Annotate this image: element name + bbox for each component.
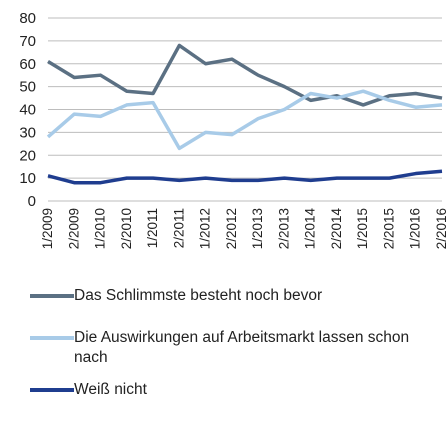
x-tick-label: 1/2016: [408, 208, 423, 249]
x-tick-label: 2/2016: [434, 208, 447, 249]
legend-item: Die Auswirkungen auf Arbeitsmarkt lassen…: [30, 328, 445, 368]
legend: Das Schlimmste besteht noch bevor Die Aus…: [30, 286, 445, 412]
y-tick-label: 0: [28, 193, 36, 210]
legend-item: Weiß nicht: [30, 380, 445, 400]
legend-swatch: [30, 336, 74, 340]
x-tick-label: 2/2010: [119, 208, 134, 249]
chart: 0 10 20 30 40 50 60 70 80 1/2009 2/2009 1/2010 2/201…: [19, 10, 447, 250]
y-tick-label: 50: [19, 79, 36, 96]
y-tick-label: 10: [19, 170, 36, 187]
legend-swatch: [30, 294, 74, 298]
x-tick-label: 1/2014: [303, 208, 318, 250]
legend-item: Das Schlimmste besteht noch bevor: [30, 286, 445, 306]
line: [46, 89, 443, 151]
x-tick-label: 1/2010: [93, 208, 108, 249]
x-tick-label: 1/2012: [198, 208, 213, 249]
x-tick-label: 2/2013: [276, 208, 291, 249]
x-tick-label: 2/2011: [171, 208, 186, 248]
x-tick-label: 1/2011: [145, 208, 160, 248]
legend-label: Die Auswirkungen auf Arbeitsmarkt lassen…: [74, 329, 410, 366]
y-tick-label: 70: [19, 33, 36, 50]
y-tick-label: 30: [19, 124, 36, 141]
x-tick-label: 2/2009: [66, 208, 81, 249]
x-tick-label: 1/2013: [250, 208, 265, 249]
legend-label: Weiß nicht: [74, 381, 147, 398]
legend-swatch: [30, 388, 74, 392]
x-tick-label: 1/2009: [40, 208, 55, 249]
y-tick-label: 60: [19, 56, 36, 73]
y-tick-label: 80: [19, 10, 36, 27]
legend-label: Das Schlimmste besteht noch bevor: [74, 287, 323, 304]
x-tick-label: 2/2014: [329, 208, 344, 250]
y-tick-label: 20: [19, 147, 36, 164]
x-tick-label: 2/2012: [224, 208, 239, 249]
line: [47, 43, 443, 107]
x-tick-label: 2/2015: [381, 208, 396, 249]
line: [47, 169, 443, 185]
y-tick-label: 40: [19, 102, 36, 119]
x-tick-label: 1/2015: [355, 208, 370, 249]
